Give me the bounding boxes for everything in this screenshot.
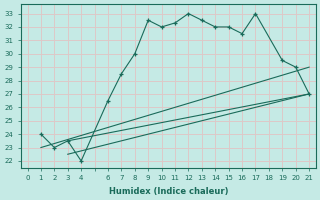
- X-axis label: Humidex (Indice chaleur): Humidex (Indice chaleur): [108, 187, 228, 196]
